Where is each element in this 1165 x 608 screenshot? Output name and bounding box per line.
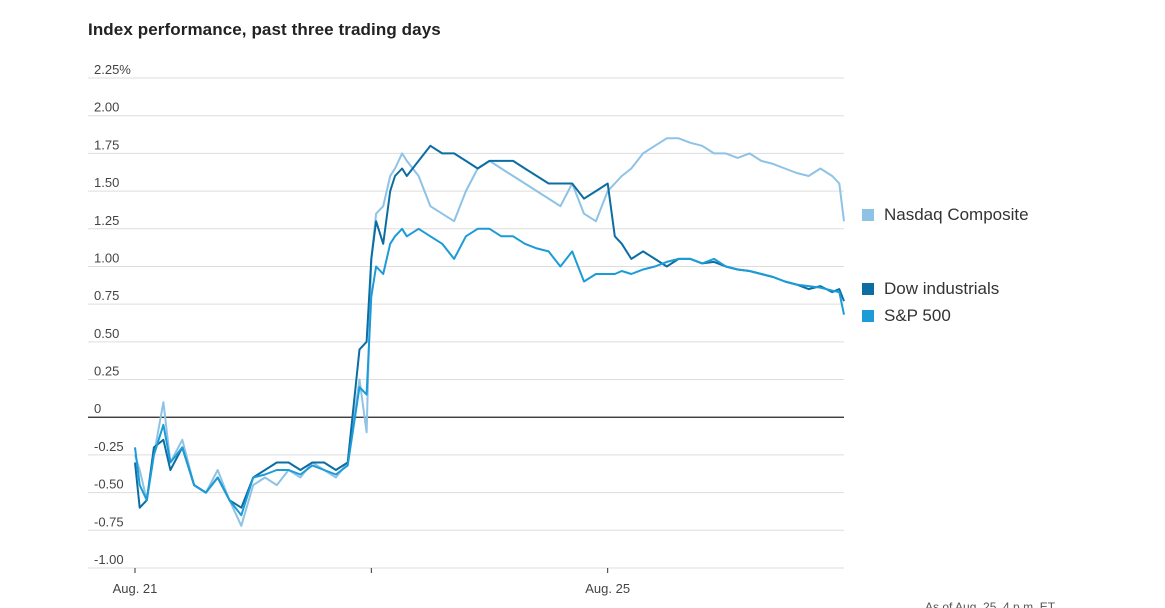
y-tick-label: 2.25% — [94, 62, 131, 77]
legend-item-dow: Dow industrials — [862, 279, 999, 299]
y-axis-tick-labels: 2.25% 2.00 1.75 1.50 1.25 1.00 0.75 0.50 0.25 0 -0… — [94, 62, 131, 567]
y-tick-label: 0.25 — [94, 364, 119, 379]
y-tick-label: -0.50 — [94, 477, 124, 492]
footnote: As of Aug. 25, 4 p.m. ET — [925, 600, 1056, 608]
y-tick-label: 1.50 — [94, 175, 119, 190]
y-tick-label: 1.25 — [94, 213, 119, 228]
series-line-s-p-500 — [134, 227, 845, 517]
x-tick-label: Aug. 25 — [585, 581, 630, 596]
chart-title: Index performance, past three trading da… — [88, 20, 441, 39]
y-tick-label: -1.00 — [94, 552, 124, 567]
series-line-dow-industrials — [134, 144, 845, 509]
x-tick-label: Aug. 21 — [113, 581, 158, 596]
y-tick-label: 2.00 — [94, 100, 119, 115]
y-tick-label: 0.75 — [94, 288, 119, 303]
y-tick-label: 0 — [94, 401, 101, 416]
legend-item-nasdaq: Nasdaq Composite — [862, 205, 1029, 225]
legend-item-sp500: S&P 500 — [862, 306, 951, 326]
legend-label-dow: Dow industrials — [884, 279, 1000, 298]
legend-swatch-sp500 — [862, 310, 874, 322]
y-tick-label: 1.00 — [94, 250, 119, 265]
y-tick-label: -0.75 — [94, 514, 124, 529]
legend-label-sp500: S&P 500 — [884, 306, 951, 325]
legend-swatch-dow — [862, 283, 874, 295]
y-tick-label: 1.75 — [94, 137, 119, 152]
y-tick-label: -0.25 — [94, 439, 124, 454]
legend-swatch-nasdaq — [862, 209, 874, 221]
x-axis-ticks: Aug. 21 Aug. 25 — [113, 568, 630, 596]
legend-label-nasdaq: Nasdaq Composite — [884, 205, 1029, 224]
series-line-nasdaq-composite — [134, 137, 845, 527]
y-tick-label: 0.50 — [94, 326, 119, 341]
grid-lines — [88, 77, 844, 569]
series-lines — [134, 137, 845, 527]
